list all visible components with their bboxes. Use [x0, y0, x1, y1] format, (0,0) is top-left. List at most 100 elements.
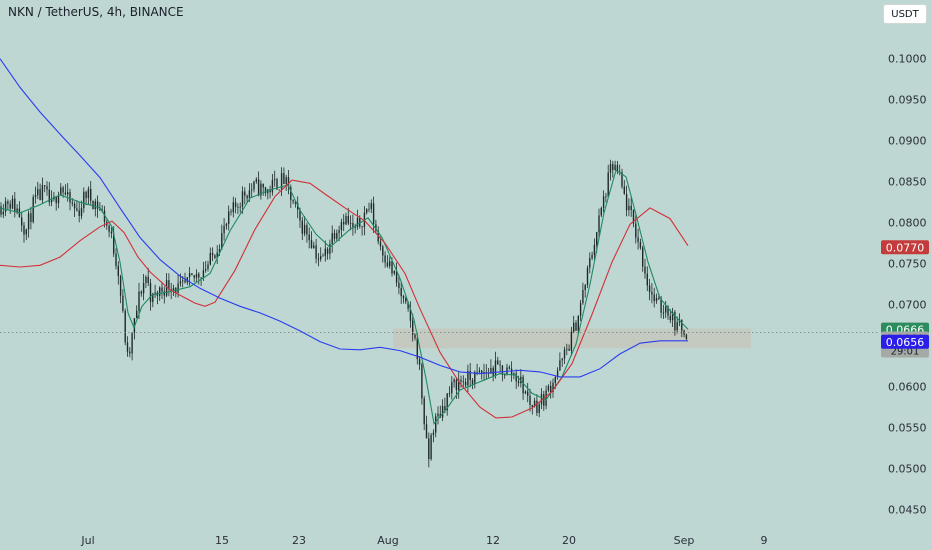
- candle-body: [168, 280, 170, 290]
- candle-body: [409, 308, 412, 321]
- candle-body: [331, 233, 333, 244]
- candle-body: [195, 273, 198, 278]
- price-label-text: 0.0770: [886, 241, 925, 254]
- candle-body: [55, 196, 57, 204]
- candle-body: [76, 208, 78, 211]
- candle-body: [64, 192, 67, 195]
- candle-body: [382, 246, 384, 256]
- candle-body: [579, 303, 582, 316]
- candle-body: [384, 255, 386, 263]
- candle-body: [338, 230, 340, 234]
- candle-body: [96, 201, 99, 209]
- candle-body: [586, 267, 589, 285]
- candle-body: [27, 213, 30, 230]
- candle-body: [628, 205, 630, 211]
- candle-body: [497, 360, 499, 365]
- candle-body: [198, 273, 200, 278]
- candle-body: [600, 207, 602, 216]
- candle-body: [16, 208, 18, 213]
- y-axis-tick-label: 0.0900: [888, 135, 927, 148]
- candle-body: [575, 322, 577, 331]
- candle-body: [547, 385, 550, 391]
- candle-body: [182, 280, 184, 282]
- x-axis-tick-label: 9: [761, 534, 768, 547]
- candle-body: [513, 373, 515, 376]
- candle-body: [474, 371, 476, 385]
- candle-body: [538, 404, 540, 413]
- candle-body: [602, 196, 605, 208]
- candle-body: [4, 201, 7, 212]
- candle-body: [67, 192, 69, 195]
- candle-body: [674, 311, 676, 331]
- candle-body: [223, 225, 225, 234]
- candle-body: [669, 315, 671, 321]
- candle-body: [34, 195, 37, 197]
- candle-body: [207, 264, 209, 269]
- candle-body: [379, 241, 382, 247]
- candle-body: [469, 370, 471, 380]
- candle-body: [280, 173, 283, 190]
- candle-body: [101, 209, 103, 211]
- y-axis-tick-label: 0.0750: [888, 258, 927, 271]
- candle-body: [165, 280, 168, 296]
- candle-body: [41, 185, 44, 201]
- candle-body: [453, 379, 455, 383]
- candle-body: [48, 189, 50, 203]
- y-axis-tick-label: 0.0800: [888, 217, 927, 230]
- candle-body: [85, 191, 87, 199]
- candle-body: [209, 253, 211, 265]
- candle-body: [163, 291, 165, 296]
- candle-body: [667, 306, 669, 316]
- candle-body: [225, 223, 228, 226]
- candle-body: [582, 290, 584, 304]
- currency-button[interactable]: USDT: [883, 4, 927, 24]
- candle-body: [591, 254, 593, 259]
- candle-body: [681, 319, 683, 331]
- candle-body: [437, 413, 439, 417]
- candle-body: [630, 205, 632, 210]
- candle-body: [612, 164, 614, 171]
- candle-body: [517, 381, 520, 384]
- candle-body: [179, 281, 182, 284]
- candle-body: [320, 256, 322, 260]
- candle-body: [430, 434, 432, 459]
- candle-body: [451, 382, 453, 394]
- candle-body: [21, 217, 23, 226]
- candle-body: [662, 312, 665, 314]
- candle-body: [191, 273, 193, 276]
- candle-body: [389, 261, 391, 267]
- candle-body: [607, 172, 609, 197]
- candle-body: [642, 247, 644, 267]
- candle-body: [566, 348, 568, 350]
- candle-body: [9, 203, 11, 209]
- candle-body: [69, 192, 71, 203]
- candle-body: [326, 248, 329, 254]
- candle-body: [248, 190, 251, 199]
- candle-body: [395, 270, 398, 283]
- candle-body: [421, 364, 423, 399]
- candle-body: [276, 179, 278, 190]
- candle-body: [414, 334, 416, 339]
- y-axis-tick-label: 0.0700: [888, 299, 927, 312]
- candle-body: [660, 298, 662, 313]
- candle-body: [255, 179, 257, 182]
- x-axis-tick-label: 23: [292, 534, 306, 547]
- candle-body: [159, 287, 161, 296]
- candle-body: [632, 209, 635, 224]
- y-axis-tick-label: 0.0550: [888, 422, 927, 435]
- candle-body: [221, 233, 223, 249]
- candle-body: [119, 276, 122, 296]
- candle-body: [536, 400, 538, 413]
- candle-body: [78, 210, 80, 216]
- candle-body: [400, 287, 402, 297]
- candle-body: [251, 189, 253, 191]
- candle-body: [315, 245, 317, 259]
- candle-body: [60, 187, 62, 195]
- candle-body: [292, 199, 294, 202]
- candle-body: [122, 295, 124, 311]
- candle-body: [435, 416, 437, 433]
- candle-body: [32, 197, 34, 222]
- candle-body: [527, 391, 529, 396]
- candle-body: [200, 277, 202, 279]
